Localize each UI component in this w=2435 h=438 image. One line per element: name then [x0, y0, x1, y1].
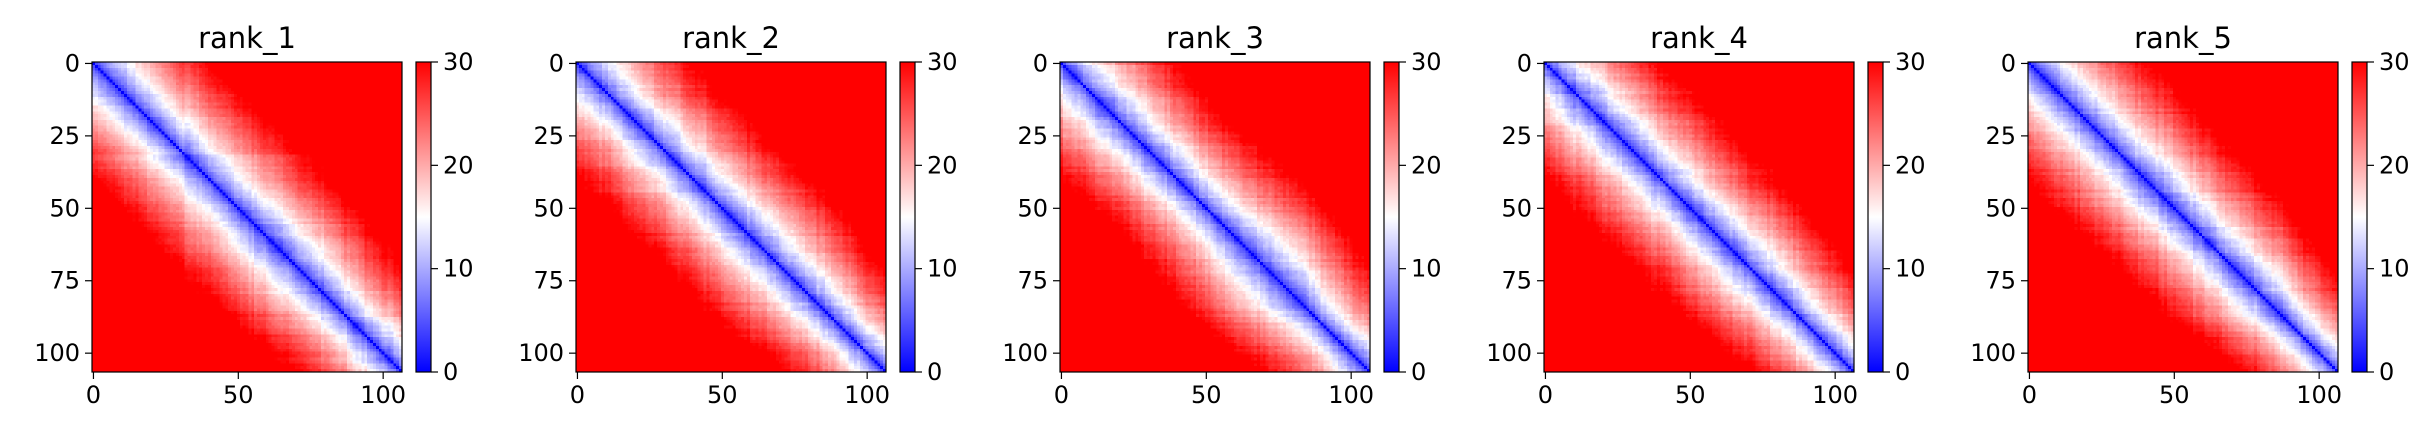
- y-tick-label: 25: [1985, 122, 2016, 150]
- y-tick-label: 0: [2001, 49, 2016, 77]
- x-tick-label: 50: [1675, 381, 1706, 409]
- colorbar-tick-label: 10: [443, 255, 474, 283]
- colorbar-tick-label: 0: [927, 358, 942, 386]
- y-tick-label: 100: [1486, 339, 1532, 367]
- x-tick-label: 50: [223, 381, 254, 409]
- x-tick-label: 0: [86, 381, 101, 409]
- colorbar: [1867, 61, 1884, 373]
- colorbar-tick-label: 20: [927, 151, 958, 179]
- panel-title: rank_5: [2134, 21, 2232, 55]
- y-tick-label: 75: [49, 267, 80, 295]
- y-tick-label: 50: [1985, 194, 2016, 222]
- heatmap-image: [576, 62, 886, 372]
- colorbar-tick-label: 10: [2379, 255, 2410, 283]
- heatmap-image: [2028, 62, 2338, 372]
- axes-frame: [1059, 61, 1371, 373]
- heatmap-image: [1060, 62, 1370, 372]
- y-tick-label: 100: [1002, 339, 1048, 367]
- heatmap-image: [1544, 62, 1854, 372]
- y-tick-label: 75: [1501, 267, 1532, 295]
- x-tick-label: 0: [1054, 381, 1069, 409]
- y-tick-label: 0: [65, 49, 80, 77]
- y-tick-label: 50: [1501, 194, 1532, 222]
- x-tick-label: 100: [360, 381, 406, 409]
- colorbar: [415, 61, 432, 373]
- panel-title: rank_4: [1650, 21, 1748, 55]
- x-tick-label: 50: [2159, 381, 2190, 409]
- y-tick-label: 0: [1033, 49, 1048, 77]
- y-tick-label: 100: [34, 339, 80, 367]
- colorbar-tick-label: 0: [443, 358, 458, 386]
- panel-title: rank_1: [198, 21, 296, 55]
- x-tick-label: 100: [2296, 381, 2342, 409]
- y-tick-label: 25: [1017, 122, 1048, 150]
- colorbar-tick-label: 0: [2379, 358, 2394, 386]
- colorbar-tick-label: 30: [1895, 48, 1926, 76]
- colorbar-tick-label: 30: [1411, 48, 1442, 76]
- colorbar-tick-label: 20: [1411, 151, 1442, 179]
- y-tick-label: 100: [518, 339, 564, 367]
- x-tick-label: 100: [844, 381, 890, 409]
- colorbar-tick-label: 20: [2379, 151, 2410, 179]
- panel-title: rank_2: [682, 21, 780, 55]
- colorbar-tick-label: 0: [1895, 358, 1910, 386]
- x-tick-label: 100: [1328, 381, 1374, 409]
- y-tick-label: 25: [1501, 122, 1532, 150]
- x-tick-label: 0: [2022, 381, 2037, 409]
- y-tick-label: 50: [533, 194, 564, 222]
- colorbar-tick-label: 0: [1411, 358, 1426, 386]
- y-tick-label: 75: [533, 267, 564, 295]
- colorbar-tick-label: 20: [1895, 151, 1926, 179]
- y-tick-label: 0: [1517, 49, 1532, 77]
- colorbar-tick-label: 30: [927, 48, 958, 76]
- axes-frame: [575, 61, 887, 373]
- y-tick-label: 75: [1017, 267, 1048, 295]
- colorbar: [899, 61, 916, 373]
- colorbar: [2351, 61, 2368, 373]
- colorbar-tick-label: 10: [1411, 255, 1442, 283]
- y-tick-label: 25: [49, 122, 80, 150]
- x-tick-label: 50: [1191, 381, 1222, 409]
- y-tick-label: 0: [549, 49, 564, 77]
- colorbar-tick-label: 30: [2379, 48, 2410, 76]
- y-tick-label: 25: [533, 122, 564, 150]
- y-tick-label: 50: [1017, 194, 1048, 222]
- axes-frame: [91, 61, 403, 373]
- heatmap-image: [92, 62, 402, 372]
- y-tick-label: 100: [1970, 339, 2016, 367]
- y-tick-label: 75: [1985, 267, 2016, 295]
- axes-frame: [2027, 61, 2339, 373]
- y-tick-label: 50: [49, 194, 80, 222]
- x-tick-label: 0: [570, 381, 585, 409]
- x-tick-label: 100: [1812, 381, 1858, 409]
- axes-frame: [1543, 61, 1855, 373]
- colorbar-tick-label: 10: [927, 255, 958, 283]
- panel-title: rank_3: [1166, 21, 1264, 55]
- colorbar-tick-label: 20: [443, 151, 474, 179]
- colorbar-tick-label: 10: [1895, 255, 1926, 283]
- colorbar: [1383, 61, 1400, 373]
- x-tick-label: 0: [1538, 381, 1553, 409]
- x-tick-label: 50: [707, 381, 738, 409]
- colorbar-tick-label: 30: [443, 48, 474, 76]
